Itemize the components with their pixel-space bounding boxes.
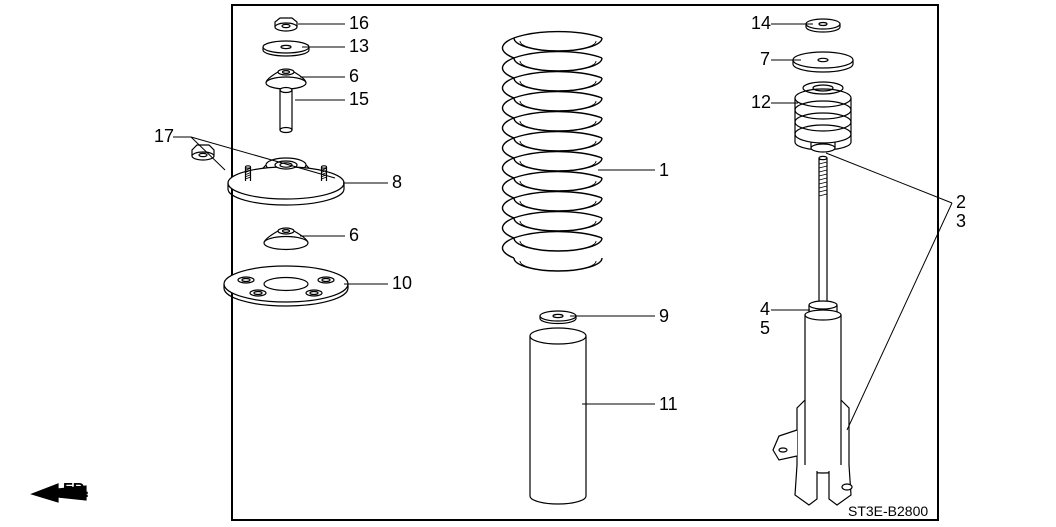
svg-text:7: 7 [760, 49, 770, 69]
svg-text:15: 15 [349, 89, 369, 109]
svg-text:2: 2 [956, 192, 966, 212]
svg-text:1: 1 [659, 160, 669, 180]
svg-text:9: 9 [659, 306, 669, 326]
svg-text:12: 12 [751, 92, 771, 112]
parts-diagram: 16136151786101911147122345ST3E-B2800FR.F… [0, 0, 1056, 527]
svg-text:3: 3 [956, 211, 966, 231]
svg-text:11: 11 [659, 394, 678, 414]
svg-text:14: 14 [751, 13, 771, 33]
svg-text:10: 10 [392, 273, 412, 293]
svg-text:5: 5 [760, 318, 770, 338]
svg-text:16: 16 [349, 13, 369, 33]
svg-text:6: 6 [349, 66, 359, 86]
svg-text:6: 6 [349, 225, 359, 245]
svg-text:13: 13 [349, 36, 369, 56]
svg-text:ST3E-B2800: ST3E-B2800 [848, 503, 928, 519]
svg-text:17: 17 [154, 126, 174, 146]
svg-text:FR.: FR. [63, 484, 89, 501]
svg-text:4: 4 [760, 299, 770, 319]
svg-text:8: 8 [392, 172, 402, 192]
